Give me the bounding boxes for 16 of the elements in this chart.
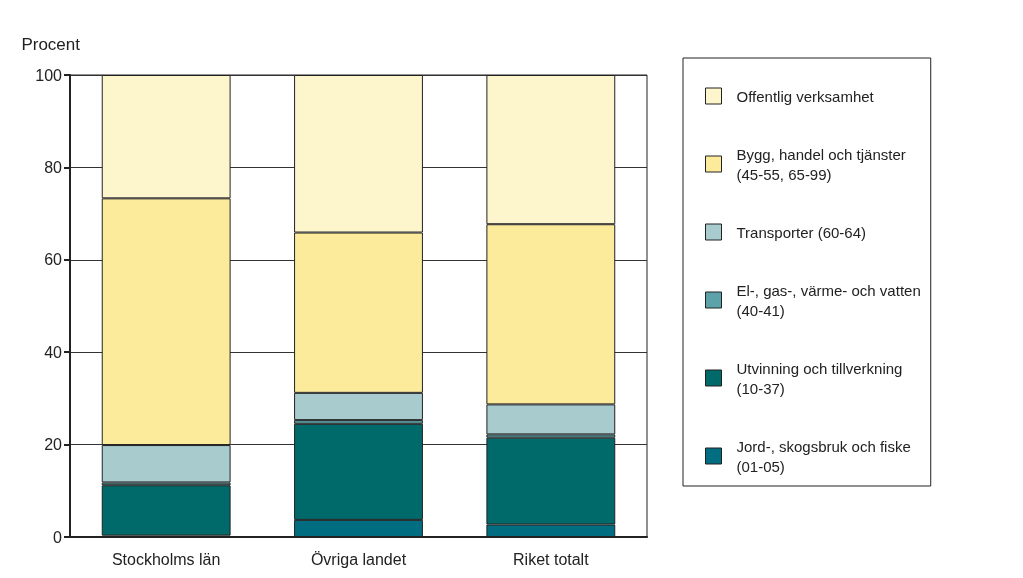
y-axis-title: Procent xyxy=(21,35,81,54)
x-tick-label: Riket totalt xyxy=(513,550,590,568)
legend-label: Offentlig verksamhet xyxy=(736,87,875,105)
legend-label: Jord-, skogsbruk och fiske (01-05) xyxy=(736,437,911,475)
y-tick-label: 0 xyxy=(53,528,63,546)
legend-label: Transporter (60-64) xyxy=(736,223,866,241)
x-tick-label: Stockholms län xyxy=(111,550,221,568)
legend-label: Utvinning och tillverkning (10-37) xyxy=(736,359,903,397)
x-tick-label: Övriga landet xyxy=(310,550,407,568)
y-tick-label: 100 xyxy=(35,66,63,84)
legend-label: Bygg, handel och tjänster (45-55, 65-99) xyxy=(736,145,906,183)
y-tick-label: 80 xyxy=(44,158,63,176)
legend-label: El-, gas-, värme- och vatten (40-41) xyxy=(736,281,921,319)
y-tick-label: 60 xyxy=(44,251,63,269)
y-tick-label: 40 xyxy=(44,343,63,361)
y-tick-label: 20 xyxy=(44,436,63,454)
